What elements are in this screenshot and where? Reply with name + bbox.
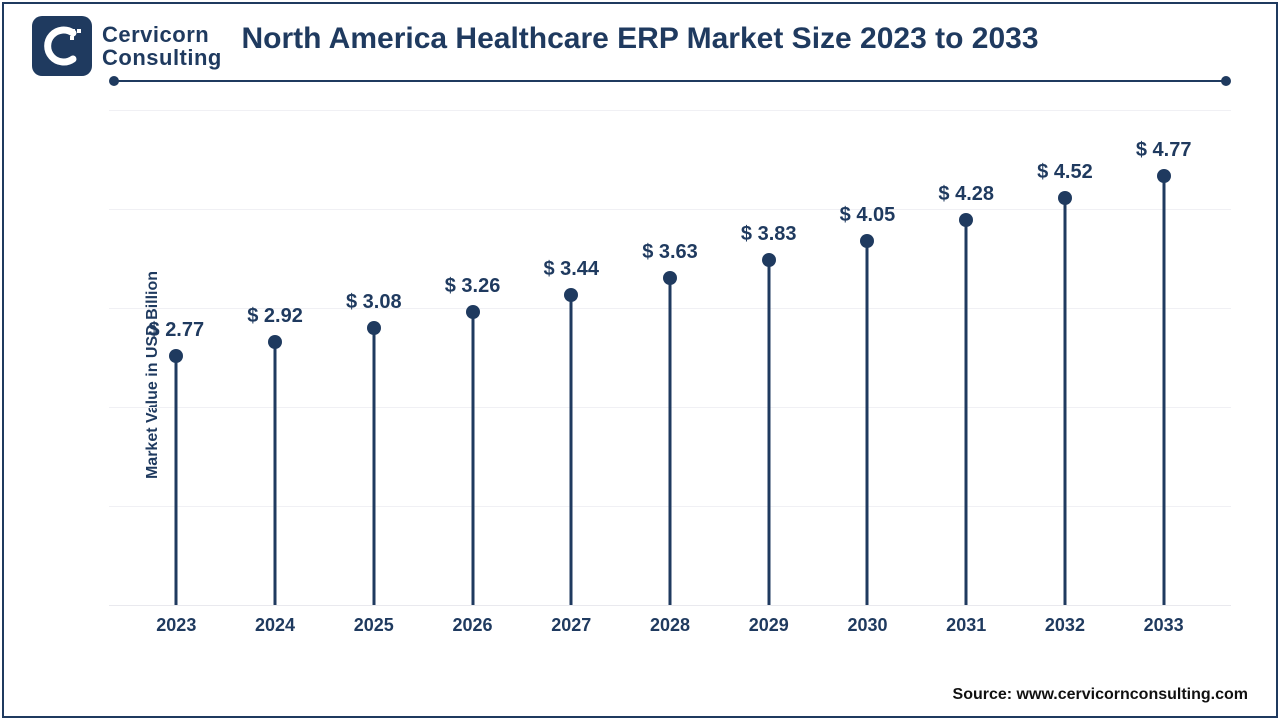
- x-tick-label: 2027: [551, 615, 591, 636]
- lollipop-stem: [866, 241, 869, 606]
- x-tick-label: 2033: [1144, 615, 1184, 636]
- lollipop-stem: [1063, 198, 1066, 605]
- value-label: $ 4.28: [938, 183, 994, 206]
- value-label: $ 3.26: [445, 275, 501, 298]
- lollipop-dot: [860, 234, 874, 248]
- lollipop-dot: [762, 253, 776, 267]
- x-axis: 2023 2024 2025 2026 2027 2028 2029 2030 2031 2032…: [109, 606, 1231, 646]
- value-label: $ 3.44: [543, 258, 599, 281]
- x-tick-label: 2026: [452, 615, 492, 636]
- value-label: $ 4.05: [840, 204, 896, 227]
- x-tick-label: 2031: [946, 615, 986, 636]
- rule-dot-left-icon: [109, 76, 119, 86]
- plot-region: $ 2.77 $ 2.92 $ 3.08 $ 3.26 $ 3.44 $ 3.63 $ 3.…: [109, 110, 1231, 606]
- value-label: $ 2.77: [149, 319, 205, 342]
- value-label: $ 4.52: [1037, 161, 1093, 184]
- value-label: $ 3.63: [642, 241, 698, 264]
- value-label: $ 3.83: [741, 223, 797, 246]
- lollipop-stem: [767, 260, 770, 605]
- x-tick-label: 2023: [156, 615, 196, 636]
- lollipop-stem: [965, 220, 968, 605]
- lollipop-dot: [959, 213, 973, 227]
- x-tick-label: 2024: [255, 615, 295, 636]
- lollipop-stem: [372, 328, 375, 605]
- source-caption: Source: www.cervicornconsulting.com: [953, 686, 1248, 704]
- x-tick-label: 2032: [1045, 615, 1085, 636]
- gridline: [109, 110, 1231, 111]
- lollipop-dot: [169, 349, 183, 363]
- lollipop-stem: [274, 342, 277, 605]
- lollipop-dot: [1058, 191, 1072, 205]
- chart-area: Market Value in USD Billion $ 2.77$ 2.92…: [49, 104, 1241, 646]
- title-rule: [114, 76, 1226, 86]
- x-tick-label: 2028: [650, 615, 690, 636]
- lollipop-dot: [1157, 169, 1171, 183]
- lollipop-stem: [1162, 176, 1165, 605]
- lollipop-dot: [466, 305, 480, 319]
- value-label: $ 4.77: [1136, 139, 1192, 162]
- lollipop-stem: [669, 278, 672, 605]
- rule-line: [114, 80, 1226, 82]
- lollipop-stem: [570, 295, 573, 605]
- chart-card: Cervicorn Consulting North America Healt…: [2, 2, 1278, 718]
- lollipop-dot: [663, 271, 677, 285]
- value-label: $ 3.08: [346, 291, 402, 314]
- rule-dot-right-icon: [1221, 76, 1231, 86]
- lollipop-dot: [367, 321, 381, 335]
- x-tick-label: 2030: [847, 615, 887, 636]
- lollipop-stem: [471, 312, 474, 605]
- value-label: $ 2.92: [247, 305, 303, 328]
- x-tick-label: 2029: [749, 615, 789, 636]
- chart-title: North America Healthcare ERP Market Size…: [4, 22, 1276, 56]
- lollipop-dot: [564, 288, 578, 302]
- lollipop-dot: [268, 335, 282, 349]
- x-tick-label: 2025: [354, 615, 394, 636]
- lollipop-stem: [175, 356, 178, 605]
